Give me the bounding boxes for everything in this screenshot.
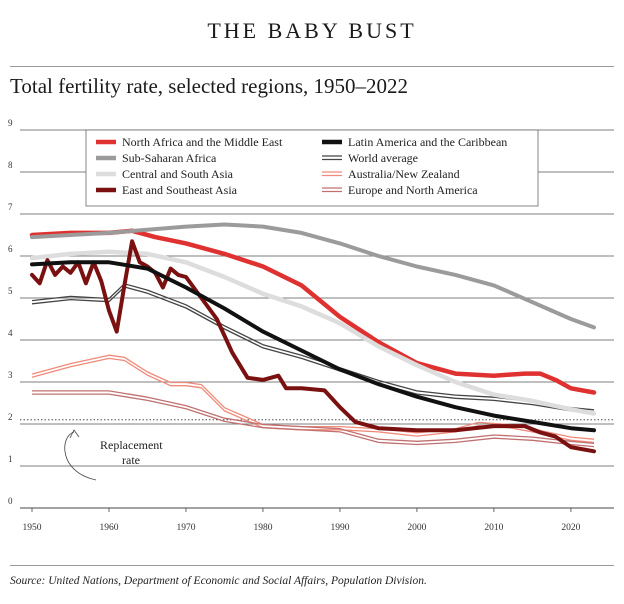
source-divider bbox=[10, 565, 614, 566]
y-tick-label: 7 bbox=[8, 202, 13, 212]
y-tick-label: 0 bbox=[8, 496, 13, 506]
chart-subtitle: Total fertility rate, selected regions, … bbox=[10, 74, 408, 98]
annotation-replacement: Replacement bbox=[100, 438, 163, 452]
annotation-arrow bbox=[64, 431, 97, 481]
series-line-europe-and-north-america-lower bbox=[32, 393, 595, 448]
legend-label: Central and South Asia bbox=[122, 167, 234, 181]
x-tick-label: 2000 bbox=[407, 523, 426, 533]
legend-label: Europe and North America bbox=[348, 183, 478, 197]
x-tick-label: 2010 bbox=[484, 523, 503, 533]
series-line-latin-america-and-the-caribbean bbox=[30, 260, 596, 433]
legend-box bbox=[85, 129, 539, 207]
y-tick-label: 8 bbox=[8, 160, 13, 170]
legend-label: World average bbox=[348, 151, 418, 165]
source-note: Source: United Nations, Department of Ec… bbox=[10, 575, 427, 587]
title-divider bbox=[10, 66, 614, 67]
annotation-rate: rate bbox=[122, 453, 140, 467]
y-tick-label: 6 bbox=[8, 244, 13, 254]
y-tick-label: 4 bbox=[8, 328, 13, 338]
series-line-world-average-lower bbox=[31, 286, 595, 414]
y-tick-label: 3 bbox=[8, 370, 13, 380]
legend-label: North Africa and the Middle East bbox=[122, 135, 283, 149]
x-tick-label: 1990 bbox=[330, 523, 349, 533]
series-line-europe-and-north-america bbox=[32, 390, 595, 445]
series-line-east-and-southeast-asia bbox=[30, 239, 596, 454]
x-tick-label: 1980 bbox=[253, 523, 272, 533]
series-line-sub-saharan-africa bbox=[30, 222, 596, 330]
y-tick-label: 5 bbox=[8, 286, 13, 296]
x-tick-label: 1970 bbox=[176, 523, 195, 533]
y-tick-label: 2 bbox=[8, 412, 13, 422]
annotation-arrowhead bbox=[69, 429, 80, 439]
legend-label: Latin America and the Caribbean bbox=[348, 135, 507, 149]
x-tick-label: 2020 bbox=[561, 523, 580, 533]
y-tick-label: 9 bbox=[8, 118, 13, 128]
legend-label: Sub-Saharan Africa bbox=[122, 151, 217, 165]
page-title: THE BABY BUST bbox=[207, 18, 417, 43]
fertility-chart: 0 1 2 3 4 5 6 7 8 9 1950 1960 1970 1980 1990 2000 2010 20… bbox=[8, 118, 614, 533]
y-tick-label: 1 bbox=[8, 454, 13, 464]
legend-label: Australia/New Zealand bbox=[348, 167, 460, 181]
x-tick-label: 1960 bbox=[99, 523, 118, 533]
legend-label: East and Southeast Asia bbox=[122, 183, 238, 197]
x-tick-label: 1950 bbox=[23, 523, 42, 533]
